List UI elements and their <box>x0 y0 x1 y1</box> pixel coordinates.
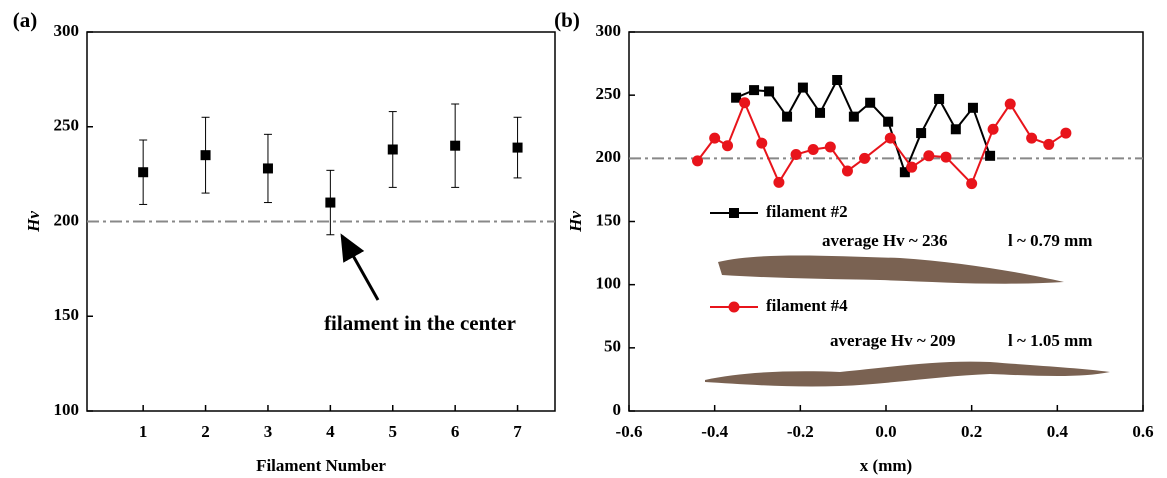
panel-label: (b) <box>554 8 580 32</box>
y-tick-label: 50 <box>604 337 621 356</box>
marker <box>883 116 894 127</box>
marker <box>966 178 978 190</box>
x-tick-label: 0.2 <box>961 422 982 441</box>
marker <box>987 123 999 135</box>
marker <box>832 75 843 86</box>
marker <box>731 92 742 103</box>
marker <box>865 97 876 108</box>
marker <box>923 150 935 162</box>
y-tick-label: 300 <box>596 21 622 40</box>
annotation: l ~ 0.79 mm <box>1008 231 1092 250</box>
marker <box>1043 138 1055 150</box>
annotation-arrow <box>340 233 380 301</box>
marker <box>934 93 945 104</box>
y-tick-label: 250 <box>596 84 622 103</box>
y-axis-label: Hv <box>24 211 43 233</box>
marker <box>764 86 775 97</box>
plot-frame <box>628 31 1144 412</box>
marker <box>782 111 793 122</box>
legend-label: filament #4 <box>766 296 848 315</box>
marker <box>807 143 819 155</box>
x-axis-label: Filament Number <box>256 456 386 475</box>
marker <box>692 155 704 167</box>
series-line <box>735 77 992 176</box>
y-tick-label: 150 <box>596 210 622 229</box>
marker <box>985 150 996 161</box>
marker <box>325 197 336 208</box>
x-tick-label: 0.6 <box>1132 422 1153 441</box>
x-tick-label: 7 <box>513 422 522 441</box>
marker <box>1060 127 1072 139</box>
y-tick-label: 0 <box>613 400 622 419</box>
marker <box>749 85 760 96</box>
marker <box>739 97 751 109</box>
y-tick-label: 100 <box>596 274 622 293</box>
y-tick-label: 100 <box>54 400 80 419</box>
marker <box>967 102 978 113</box>
x-tick-label: 5 <box>389 422 398 441</box>
marker <box>906 161 918 173</box>
x-tick-label: 0.4 <box>1047 422 1069 441</box>
y-axis-label: Hv <box>566 211 585 233</box>
marker <box>512 142 523 153</box>
annotation: filament in the center <box>324 311 516 335</box>
marker <box>138 167 149 178</box>
marker <box>859 152 871 164</box>
x-tick-label: 4 <box>326 422 335 441</box>
marker <box>756 137 768 149</box>
marker <box>1004 98 1016 110</box>
marker <box>899 167 910 178</box>
marker <box>387 144 398 155</box>
marker <box>916 128 927 139</box>
legend-marker <box>729 208 739 218</box>
x-tick-label: 6 <box>451 422 460 441</box>
annotation: average Hv ~ 236 <box>822 231 947 250</box>
y-tick-label: 200 <box>54 210 80 229</box>
x-axis-label: x (mm) <box>860 456 912 475</box>
x-tick-label: 2 <box>201 422 210 441</box>
marker <box>950 124 961 135</box>
annotation: l ~ 1.05 mm <box>1008 331 1092 350</box>
x-tick-label: -0.2 <box>787 422 814 441</box>
panel-label: (a) <box>13 8 38 32</box>
marker <box>815 107 826 118</box>
marker <box>824 141 836 153</box>
x-tick-label: -0.6 <box>616 422 643 441</box>
x-tick-label: 0.0 <box>875 422 896 441</box>
marker <box>841 165 853 177</box>
marker <box>200 150 211 161</box>
filament-image <box>718 255 1064 284</box>
legend-marker <box>728 301 740 313</box>
filament-image <box>705 361 1110 387</box>
marker <box>773 176 785 188</box>
x-tick-label: -0.4 <box>701 422 728 441</box>
annotation: average Hv ~ 209 <box>830 331 955 350</box>
marker <box>722 140 734 152</box>
y-tick-label: 250 <box>54 116 80 135</box>
y-tick-label: 150 <box>54 305 80 324</box>
marker <box>940 151 952 163</box>
legend-label: filament #2 <box>766 202 848 221</box>
marker <box>797 82 808 93</box>
marker <box>450 140 461 151</box>
marker <box>884 132 896 144</box>
y-tick-label: 300 <box>54 21 80 40</box>
x-tick-label: 3 <box>264 422 273 441</box>
marker <box>262 163 273 174</box>
marker <box>790 149 802 161</box>
y-tick-label: 200 <box>596 147 622 166</box>
marker <box>709 132 721 144</box>
marker <box>1026 132 1038 144</box>
marker <box>848 111 859 122</box>
x-tick-label: 1 <box>139 422 148 441</box>
